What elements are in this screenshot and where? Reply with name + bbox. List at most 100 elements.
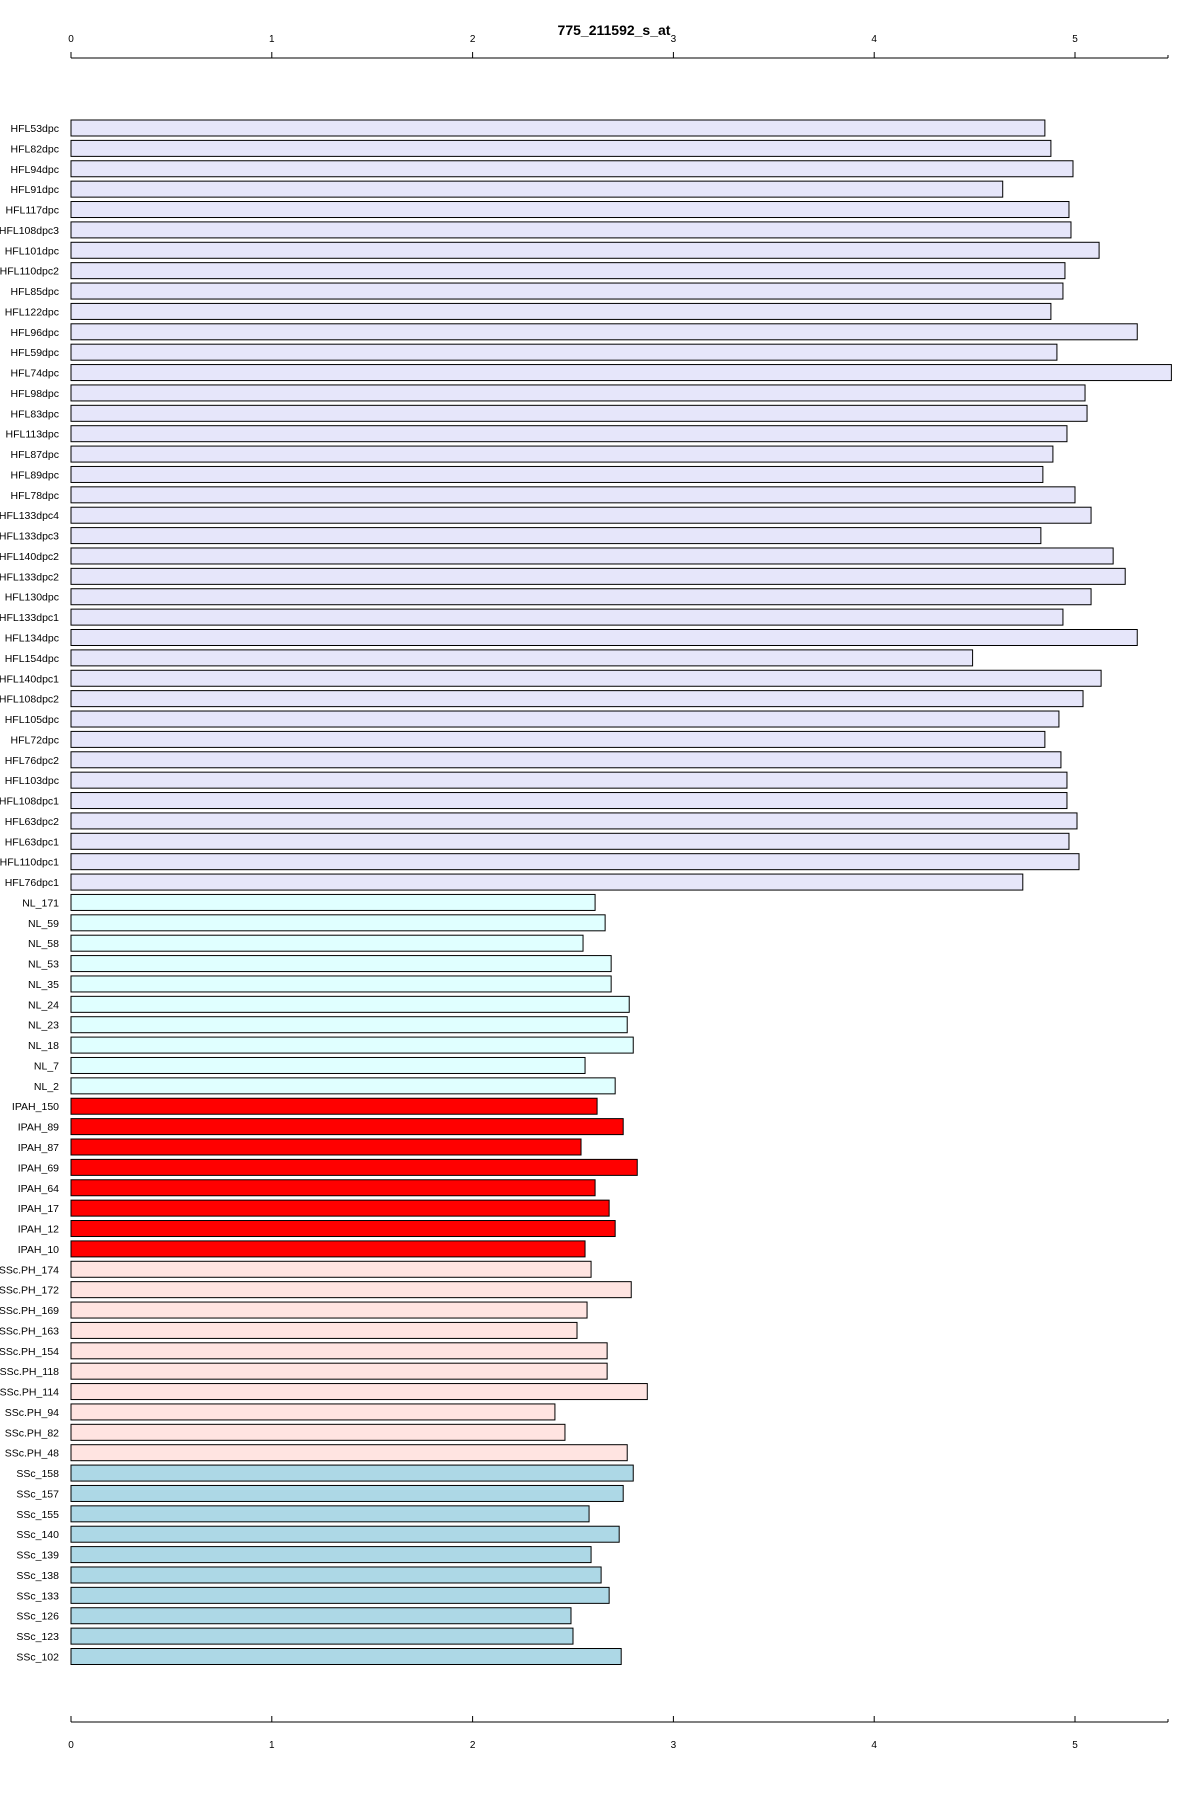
category-label-HFL83dpc: HFL83dpc [11,408,59,420]
bar-HFL76dpc2 [70,751,1062,769]
category-labels: HFL53dpc HFL82dpc HFL94dpc HFL91dpc HFL117dp… [0,123,59,1664]
bar-series [70,119,1172,1665]
category-label-HFL85dpc: HFL85dpc [11,286,59,298]
category-label-SSc.PH_172: SSc.PH_172 [0,1285,59,1297]
bar-HFL140dpc2 [70,547,1114,565]
bar-HFL103dpc [70,771,1068,789]
bar-SSc_158 [70,1464,634,1482]
category-label-NL_59: NL_59 [28,918,59,930]
bar-SSc_133 [70,1586,610,1604]
bar-IPAH_89 [70,1118,624,1136]
bar-HFL140dpc1 [70,669,1102,687]
category-label-IPAH_87: IPAH_87 [18,1142,59,1154]
category-label-SSc.PH_48: SSc.PH_48 [5,1448,59,1460]
bar-HFL78dpc [70,486,1076,504]
bar-SSc.PH_163 [70,1321,578,1339]
bar-HFL96dpc [70,323,1138,341]
category-label-IPAH_10: IPAH_10 [18,1244,59,1256]
bar-SSc_155 [70,1505,590,1523]
bar-SSc.PH_94 [70,1403,556,1421]
category-label-HFL76dpc1: HFL76dpc1 [5,877,59,889]
bar-HFL110dpc1 [70,853,1080,871]
bar-HFL133dpc3 [70,527,1042,545]
bar-SSc_157 [70,1484,624,1502]
bar-HFL134dpc [70,629,1138,646]
category-label-HFL133dpc4: HFL133dpc4 [0,510,59,522]
bar-SSc.PH_118 [70,1362,608,1380]
bar-HFL101dpc [70,241,1100,259]
bar-SSc.PH_48 [70,1444,628,1462]
bar-HFL113dpc [70,425,1068,443]
category-label-SSc_126: SSc_126 [16,1611,59,1623]
category-label-HFL105dpc: HFL105dpc [5,714,59,726]
bottom-axis-tick-label: 2 [470,1740,476,1751]
category-label-HFL140dpc2: HFL140dpc2 [0,551,59,563]
category-label-SSc.PH_169: SSc.PH_169 [0,1305,59,1317]
category-label-HFL94dpc: HFL94dpc [11,164,59,176]
bar-HFL133dpc2 [70,567,1126,585]
category-label-HFL89dpc: HFL89dpc [11,469,59,481]
bar-HFL133dpc1 [70,608,1064,626]
bar-HFL53dpc [70,119,1046,137]
category-label-HFL154dpc: HFL154dpc [5,653,59,665]
bottom-axis-tick-label: 4 [871,1740,877,1751]
bar-SSc.PH_172 [70,1281,632,1299]
bottom-axis-tick-label: 1 [269,1740,275,1751]
bar-NL_35 [70,975,612,993]
category-label-NL_58: NL_58 [28,938,59,950]
category-label-HFL110dpc2: HFL110dpc2 [0,266,59,278]
category-label-SSc_140: SSc_140 [16,1529,59,1541]
bar-IPAH_150 [70,1097,598,1115]
bar-HFL122dpc [70,302,1052,320]
bar-HFL105dpc [70,710,1060,728]
category-label-HFL117dpc: HFL117dpc [5,205,59,217]
bar-IPAH_10 [70,1240,586,1258]
top-axis: 0 1 2 3 4 5 [68,34,1169,59]
bar-NL_7 [70,1056,586,1074]
bar-HFL82dpc [70,139,1052,157]
category-label-NL_23: NL_23 [28,1020,59,1032]
category-label-SSc_157: SSc_157 [16,1488,59,1500]
bottom-axis-tick-label: 5 [1072,1740,1078,1751]
category-label-SSc.PH_154: SSc.PH_154 [0,1346,59,1358]
bar-HFL83dpc [70,404,1088,422]
category-label-IPAH_89: IPAH_89 [18,1122,59,1134]
bar-HFL89dpc [70,465,1044,483]
bar-HFL108dpc3 [70,221,1072,239]
bar-IPAH_17 [70,1199,610,1217]
bar-SSc_102 [70,1648,622,1665]
category-label-HFL110dpc1: HFL110dpc1 [0,857,59,869]
bar-HFL63dpc2 [70,812,1078,830]
bar-NL_53 [70,955,612,973]
category-label-HFL140dpc1: HFL140dpc1 [0,673,59,685]
bar-HFL91dpc [70,180,1004,198]
bar-HFL85dpc [70,282,1064,300]
bar-SSc.PH_82 [70,1423,566,1441]
bar-IPAH_87 [70,1138,582,1156]
bar-SSc.PH_114 [70,1383,648,1401]
category-label-HFL87dpc: HFL87dpc [11,449,59,461]
category-label-NL_2: NL_2 [34,1081,59,1093]
category-label-NL_171: NL_171 [22,897,59,909]
bottom-axis-tick-label: 3 [671,1740,677,1751]
category-label-HFL101dpc: HFL101dpc [5,245,59,257]
category-label-SSc_158: SSc_158 [16,1468,59,1480]
bar-HFL76dpc1 [70,873,1024,891]
bar-HFL108dpc1 [70,792,1068,810]
bar-HFL117dpc [70,201,1070,219]
category-label-HFL122dpc: HFL122dpc [5,306,59,318]
bar-HFL87dpc [70,445,1054,463]
category-label-HFL63dpc1: HFL63dpc1 [5,836,59,848]
bar-IPAH_69 [70,1158,638,1176]
bar-NL_24 [70,995,630,1013]
top-axis-tick-label: 0 [68,34,74,45]
bar-HFL130dpc [70,588,1092,606]
category-label-HFL133dpc2: HFL133dpc2 [0,571,59,583]
category-label-HFL59dpc: HFL59dpc [11,347,59,359]
category-label-HFL96dpc: HFL96dpc [11,327,59,339]
bar-HFL154dpc [70,649,974,667]
category-label-HFL108dpc2: HFL108dpc2 [0,694,59,706]
top-axis-tick-label: 5 [1072,34,1078,45]
category-label-HFL74dpc: HFL74dpc [11,368,59,380]
category-label-HFL103dpc: HFL103dpc [5,775,59,787]
